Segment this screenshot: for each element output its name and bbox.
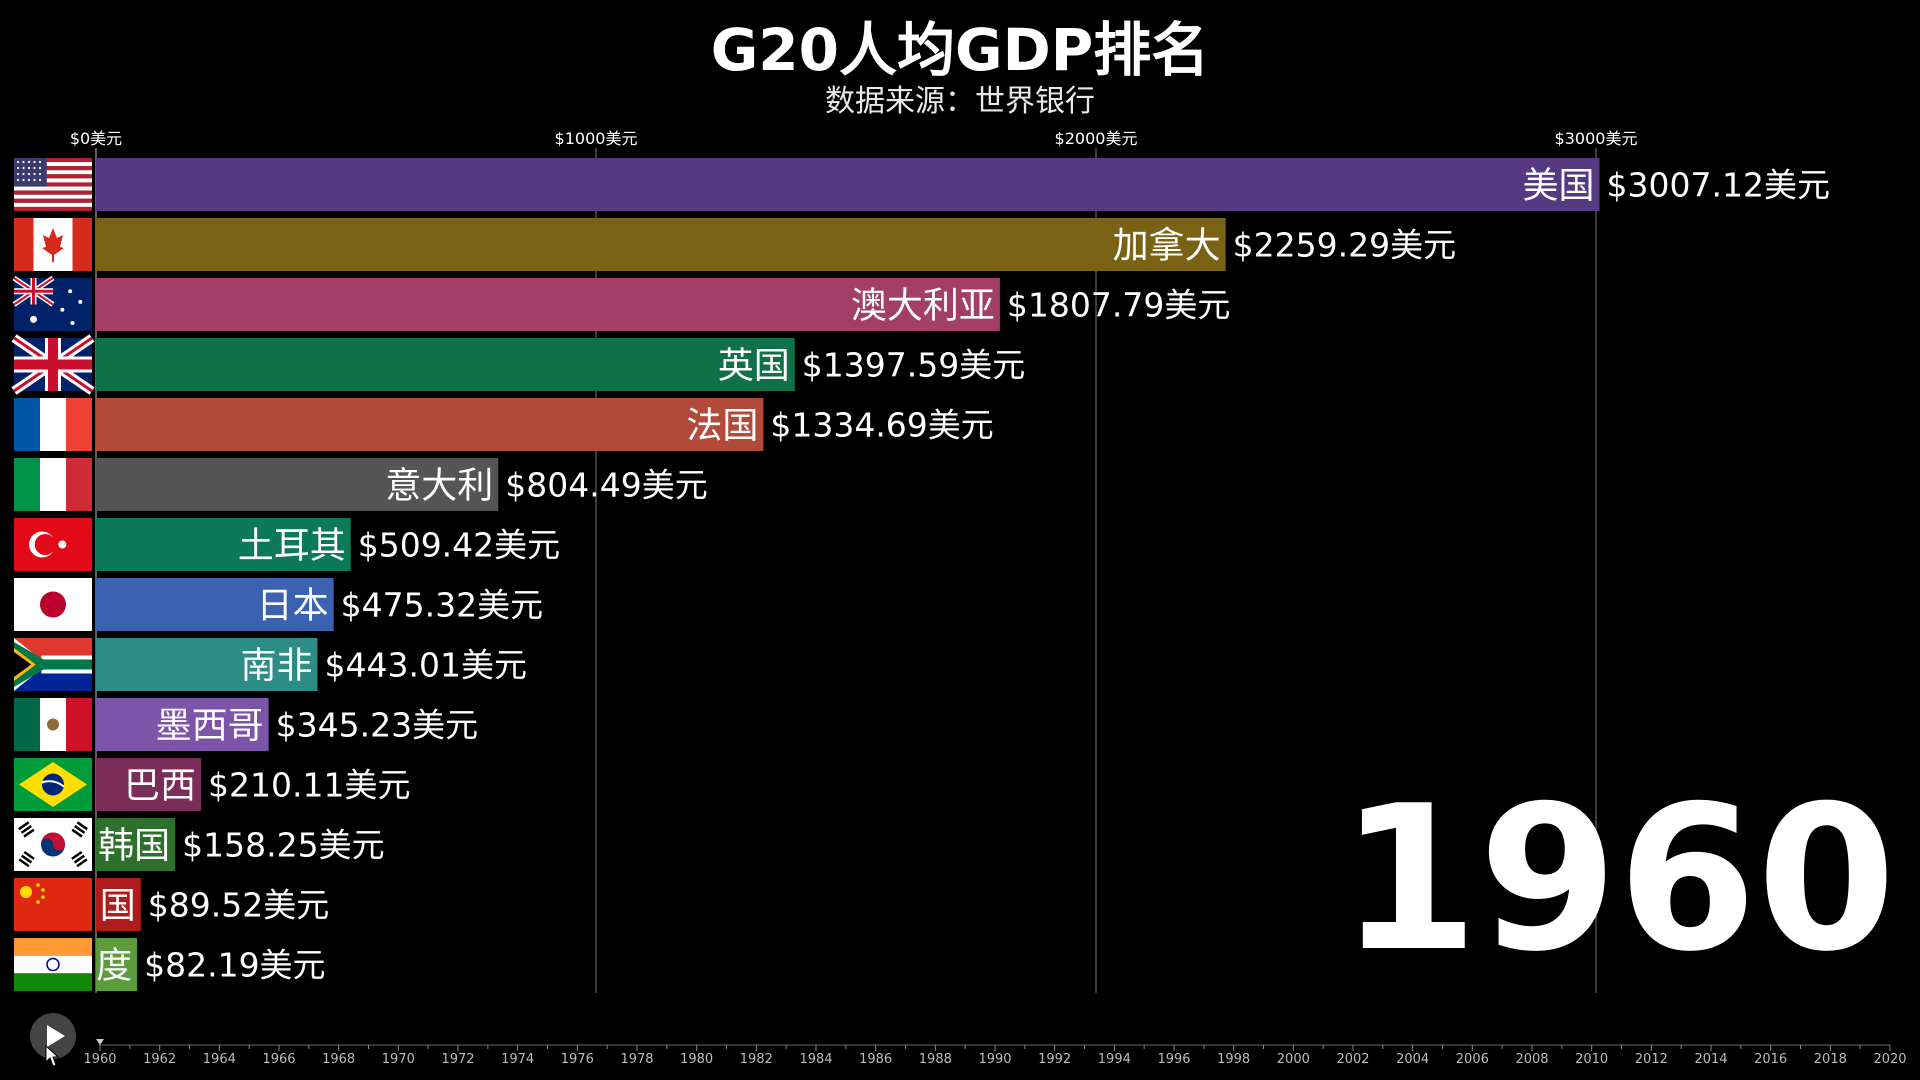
timeline-year-label: 1982: [740, 1052, 773, 1067]
x-tick-label: $0美元: [70, 129, 122, 148]
flag-icon-turkey: [14, 518, 92, 571]
flag-icon-india: [14, 938, 92, 991]
timeline-year-label: 2020: [1873, 1052, 1906, 1067]
x-tick-label: $2000美元: [1055, 129, 1138, 148]
bar-value-label: $2259.29美元: [1233, 226, 1456, 265]
bar-category-label: 澳大利亚: [851, 286, 995, 327]
timeline-year-label: 1964: [203, 1052, 236, 1067]
flag-icon-mexico: [14, 698, 92, 751]
flag-icon-australia: [12, 275, 92, 331]
timeline-year-label: 2000: [1277, 1052, 1310, 1067]
hand-cursor-icon: [45, 1044, 60, 1067]
timeline-year-label: 2018: [1814, 1052, 1847, 1067]
bar: [96, 698, 269, 751]
bar-value-label: $475.32美元: [341, 586, 543, 625]
flag-icon-france: [14, 398, 92, 451]
timeline-year-label: 2010: [1575, 1052, 1608, 1067]
timeline-year-label: 1996: [1157, 1052, 1190, 1067]
bar-category-label: 韩国: [98, 826, 170, 867]
timeline-year-label: 2006: [1456, 1052, 1489, 1067]
bar: [96, 578, 334, 631]
timeline-year-label: 2012: [1635, 1052, 1668, 1067]
flag-icon-canada: [14, 218, 92, 271]
timeline-year-label: 1968: [322, 1052, 355, 1067]
timeline-year-label: 2002: [1336, 1052, 1369, 1067]
bar: [96, 398, 764, 451]
bar-category-label: 国: [100, 886, 136, 927]
flag-icon-brazil: [14, 758, 92, 811]
bar-category-label: 土耳其: [238, 526, 346, 567]
timeline-year-label: 1980: [680, 1052, 713, 1067]
bar-category-label: 英国: [718, 346, 790, 387]
play-icon: [47, 1025, 65, 1047]
bar-value-label: $443.01美元: [325, 646, 527, 685]
bar-value-label: $1334.69美元: [770, 406, 993, 445]
timeline-year-label: 1990: [978, 1052, 1011, 1067]
play-button[interactable]: [30, 1013, 76, 1059]
timeline-year-label: 1992: [1038, 1052, 1071, 1067]
timeline-year-label: 1966: [262, 1052, 295, 1067]
bar-category-label: 意大利: [385, 466, 493, 507]
bar-value-label: $1807.79美元: [1007, 286, 1230, 325]
chart-title: G20人均GDP排名: [710, 16, 1210, 84]
timeline-year-label: 1994: [1098, 1052, 1131, 1067]
bar-category-label: 加拿大: [1113, 226, 1221, 267]
bar-value-label: $3007.12美元: [1607, 166, 1830, 205]
bar: [96, 638, 318, 691]
bar-value-label: $210.11美元: [208, 766, 410, 805]
bar-value-label: $509.42美元: [358, 526, 560, 565]
timeline-year-label: 1974: [501, 1052, 534, 1067]
bar: [96, 218, 1226, 271]
timeline-year-label: 1972: [441, 1052, 474, 1067]
timeline-year-label: 1978: [620, 1052, 653, 1067]
timeline-year-label: 2016: [1754, 1052, 1787, 1067]
timeline-year-label: 1988: [919, 1052, 952, 1067]
timeline-year-label: 1998: [1217, 1052, 1250, 1067]
bar: [96, 278, 1000, 331]
bar-value-label: $345.23美元: [276, 706, 478, 745]
timeline-year-label: 1976: [561, 1052, 594, 1067]
bar: [96, 458, 499, 511]
flag-icon-uk: [11, 334, 95, 395]
timeline-year-label: 2008: [1515, 1052, 1548, 1067]
timeline-year-label: 1960: [83, 1052, 116, 1067]
timeline-handle-icon: [96, 1039, 104, 1045]
timeline-year-label: 1962: [143, 1052, 176, 1067]
bar: [96, 758, 202, 811]
timeline-year-label: 1984: [799, 1052, 832, 1067]
flag-icon-italy: [14, 458, 92, 511]
timeline-year-label: 1986: [859, 1052, 892, 1067]
bar-category-label: 美国: [1523, 166, 1595, 207]
bar: [96, 518, 351, 571]
bar-value-label: $89.52美元: [148, 886, 329, 925]
bar-category-label: 度: [96, 946, 132, 987]
bar-category-label: 日本: [257, 586, 329, 627]
flag-icon-southafrica: [14, 638, 92, 691]
bar: [96, 938, 138, 991]
bar: [96, 878, 141, 931]
bar: [96, 158, 1600, 211]
bar-category-label: 法国: [686, 406, 758, 447]
bar-category-label: 南非: [240, 646, 312, 687]
flag-icon-korea: [14, 818, 92, 871]
timeline-year-label: 2004: [1396, 1052, 1429, 1067]
bar: [96, 338, 795, 391]
flag-icon-japan: [14, 578, 92, 631]
year-display: 1960: [1339, 763, 1896, 996]
bar-value-label: $804.49美元: [505, 466, 707, 505]
chart-subtitle: 数据来源：世界银行: [825, 84, 1095, 119]
bar: [96, 818, 176, 871]
bar-value-label: $1397.59美元: [802, 346, 1025, 385]
flag-icon-usa: [14, 158, 92, 211]
x-tick-label: $1000美元: [555, 129, 638, 148]
bar-value-label: $82.19美元: [144, 946, 325, 985]
x-tick-label: $3000美元: [1555, 129, 1638, 148]
timeline-year-label: 1970: [382, 1052, 415, 1067]
flag-icon-china: [14, 878, 92, 931]
bar-category-label: 巴西: [124, 766, 196, 807]
timeline-year-label: 2014: [1694, 1052, 1727, 1067]
bar-value-label: $158.25美元: [182, 826, 384, 865]
bar-category-label: 墨西哥: [156, 706, 264, 747]
